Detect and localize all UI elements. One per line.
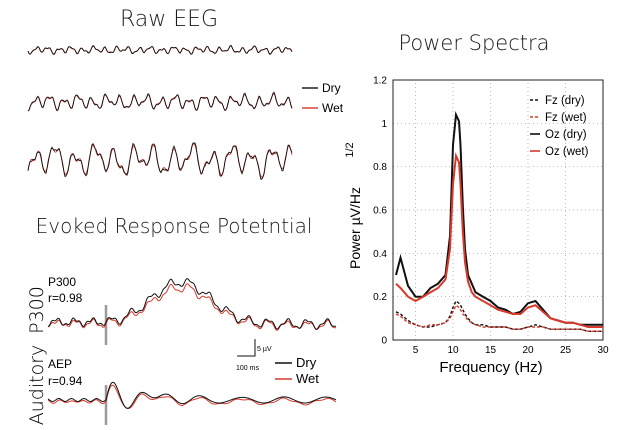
raw-eeg-trace-wet — [27, 45, 293, 55]
legend-wet-label: Wet — [322, 101, 344, 115]
y-tick-label: 1.2 — [373, 76, 387, 87]
legend-label: Fz (wet) — [545, 112, 587, 124]
power-spectra-series — [395, 110, 603, 332]
evoked-legend-wet-label: Wet — [296, 371, 319, 386]
raw-eeg-trace-dry — [27, 91, 293, 112]
y-tick-label: 0.8 — [373, 162, 387, 173]
y-tick-label: 1 — [381, 119, 387, 130]
series-line-fz-wet — [395, 304, 603, 332]
power-spectra-grid — [393, 80, 603, 340]
raw-eeg-title: Raw EEG — [120, 7, 218, 32]
x-tick-label: 25 — [560, 345, 572, 356]
raw-eeg-traces — [27, 44, 293, 181]
evoked-traces — [47, 278, 337, 410]
auditory-side-label: Auditory — [26, 345, 48, 426]
x-tick-label: 5 — [413, 345, 419, 356]
legend-dry-label: Dry — [322, 81, 341, 95]
x-tick-label: 20 — [522, 345, 534, 356]
p300-name: P300 — [48, 275, 76, 289]
aep-name: AEP — [48, 357, 72, 371]
evoked-legend: Dry Wet — [275, 355, 319, 386]
y-axis-label-exponent: 1/2 — [344, 142, 356, 157]
raw-eeg-panel: Raw EEG Dry Wet — [27, 7, 344, 181]
evoked-response-title: Evoked Response Potetntial — [36, 214, 313, 238]
y-tick-label: 0.2 — [373, 292, 387, 303]
scale-bar-time: 100 ms — [236, 365, 259, 372]
raw-eeg-trace-dry — [27, 142, 293, 181]
scale-bar-amplitude: 5 µV — [257, 346, 272, 353]
p300-trace-dry — [47, 278, 337, 330]
scale-bar: 5 µV 100 ms — [236, 339, 272, 372]
legend-label: Oz (dry) — [545, 129, 587, 141]
power-spectra-chart: Power Spectra 0 0.2 0.4 0.6 0.8 1 1.2 5 10 15 20 25… — [344, 31, 609, 376]
x-axis-label: Frequency (Hz) — [439, 359, 542, 376]
evoked-response-panel: Evoked Response Potetntial P300 P300 r=0… — [26, 214, 337, 426]
evoked-legend-dry-label: Dry — [296, 355, 317, 370]
power-spectra-frame — [392, 79, 604, 341]
aep-trace-dry — [47, 381, 337, 409]
raw-eeg-legend: Dry Wet — [302, 81, 344, 115]
power-spectra-legend: Fz (dry) Fz (wet) Oz (dry) Oz (wet) — [530, 95, 589, 158]
aep-trace-wet — [47, 384, 337, 410]
y-axis-label: Power µV/Hz — [347, 187, 363, 269]
power-spectra-ticks: 0 0.2 0.4 0.6 0.8 1 1.2 5 10 15 20 25 30 — [373, 76, 609, 357]
series-line-oz-wet — [395, 152, 603, 328]
scale-bar-lines — [237, 339, 256, 357]
x-tick-label: 15 — [485, 345, 497, 356]
x-tick-label: 10 — [447, 345, 459, 356]
y-tick-label: 0.6 — [373, 206, 387, 217]
y-tick-label: 0 — [381, 336, 387, 347]
p300-trace-wet — [47, 283, 337, 331]
legend-label: Fz (dry) — [545, 95, 585, 107]
y-tick-label: 0.4 — [373, 249, 387, 260]
x-tick-label: 30 — [597, 345, 609, 356]
power-spectra-title: Power Spectra — [398, 31, 549, 55]
legend-label: Oz (wet) — [545, 146, 589, 158]
p300-corr: r=0.98 — [48, 291, 83, 305]
raw-eeg-trace-dry — [27, 44, 293, 56]
p300-side-label: P300 — [26, 286, 48, 334]
aep-corr: r=0.94 — [48, 374, 83, 388]
